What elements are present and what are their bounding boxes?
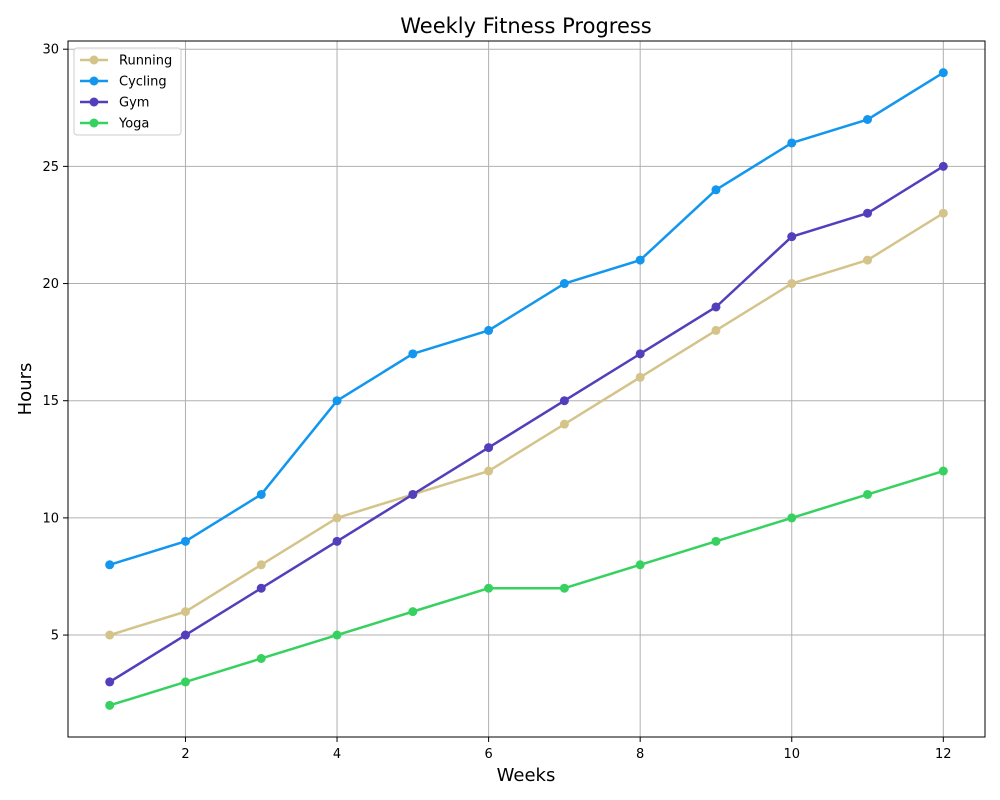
legend-label: Yoga	[118, 117, 149, 132]
data-point-running	[787, 279, 797, 289]
data-point-running	[635, 372, 645, 382]
x-tick-label: 4	[333, 747, 341, 762]
data-point-gym	[105, 677, 115, 687]
data-point-gym	[332, 536, 342, 546]
data-point-cycling	[180, 536, 190, 546]
legend: Running Cycling Gym Yoga	[73, 47, 182, 136]
legend-label: Gym	[119, 96, 149, 111]
y-tick-label: 20	[42, 277, 59, 292]
data-point-yoga	[711, 536, 721, 546]
data-point-running	[332, 513, 342, 523]
data-point-gym	[635, 349, 645, 359]
series-line-running	[108, 211, 945, 637]
legend-label: Cycling	[119, 75, 167, 90]
y-axis-title: Hours	[15, 363, 36, 416]
data-point-gym	[711, 302, 721, 312]
data-point-cycling	[332, 396, 342, 406]
series-line-gym	[108, 165, 945, 684]
data-point-gym	[256, 583, 266, 593]
data-point-running	[938, 208, 948, 218]
x-tick-label: 8	[636, 747, 644, 762]
series-layer	[105, 68, 948, 710]
data-point-yoga	[559, 583, 569, 593]
data-point-yoga	[484, 583, 494, 593]
data-point-yoga	[938, 466, 948, 476]
legend-item-gym: Gym	[80, 96, 149, 111]
x-tick-label: 10	[783, 747, 800, 762]
series-line-cycling	[108, 71, 945, 567]
data-point-yoga	[256, 653, 266, 663]
y-tick-label: 25	[42, 160, 59, 175]
data-point-yoga	[408, 607, 418, 617]
data-point-cycling	[256, 489, 266, 499]
y-tick-label: 10	[42, 511, 59, 526]
grid	[68, 41, 985, 737]
series-gym	[105, 161, 948, 687]
plot-frame	[67, 40, 986, 738]
data-point-yoga	[105, 700, 115, 710]
data-point-cycling	[938, 68, 948, 78]
y-tick-label: 15	[42, 394, 59, 409]
data-point-gym	[863, 208, 873, 218]
data-point-running	[559, 419, 569, 429]
legend-item-running: Running	[80, 54, 172, 69]
data-point-gym	[559, 396, 569, 406]
data-point-running	[711, 325, 721, 335]
data-point-running	[180, 607, 190, 617]
legend-item-yoga: Yoga	[80, 117, 149, 132]
series-yoga	[105, 466, 948, 710]
legend-marker	[89, 118, 99, 128]
data-point-running	[105, 630, 115, 640]
x-axis-title: Weeks	[497, 765, 556, 786]
data-point-cycling	[787, 138, 797, 148]
chart-title: Weekly Fitness Progress	[400, 14, 652, 38]
legend-marker	[89, 76, 99, 86]
data-point-cycling	[635, 255, 645, 265]
data-point-yoga	[635, 560, 645, 570]
x-tick-label: 2	[181, 747, 189, 762]
data-point-gym	[180, 630, 190, 640]
data-point-cycling	[711, 185, 721, 195]
data-point-cycling	[105, 560, 115, 570]
data-point-cycling	[863, 115, 873, 125]
data-point-gym	[484, 443, 494, 453]
data-point-yoga	[863, 489, 873, 499]
data-point-gym	[938, 161, 948, 171]
legend-marker	[89, 55, 99, 65]
y-tick-label: 30	[42, 43, 59, 58]
data-point-running	[863, 255, 873, 265]
series-line-yoga	[108, 469, 945, 707]
legend-item-cycling: Cycling	[80, 75, 167, 90]
x-tick-label: 12	[935, 747, 952, 762]
data-point-gym	[408, 489, 418, 499]
data-point-yoga	[180, 677, 190, 687]
axis-ticks: 2 4 6 8 10 12 5 10 15 20 25 30	[42, 43, 951, 762]
data-point-yoga	[787, 513, 797, 523]
data-point-running	[484, 466, 494, 476]
data-point-gym	[787, 232, 797, 242]
data-point-cycling	[484, 325, 494, 335]
data-point-cycling	[408, 349, 418, 359]
data-point-yoga	[332, 630, 342, 640]
series-cycling	[105, 68, 948, 570]
data-point-running	[256, 560, 266, 570]
legend-label: Running	[119, 54, 172, 69]
legend-marker	[89, 97, 99, 107]
data-point-cycling	[559, 279, 569, 289]
legend-frame	[73, 47, 182, 136]
x-tick-label: 6	[484, 747, 492, 762]
y-tick-label: 5	[51, 629, 59, 644]
